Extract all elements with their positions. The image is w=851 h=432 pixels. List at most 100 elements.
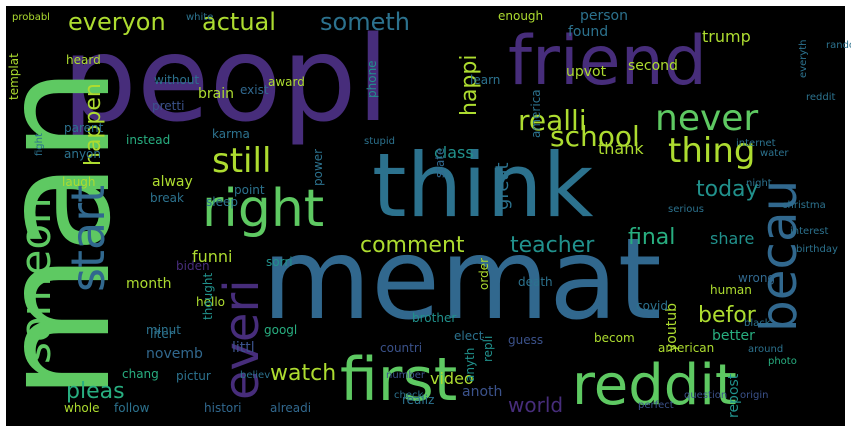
cloud-word: littl — [232, 340, 255, 356]
cloud-word: america — [529, 89, 543, 138]
cloud-word: hello — [196, 295, 225, 309]
cloud-word: award — [268, 75, 305, 89]
cloud-word: first — [340, 345, 457, 415]
cloud-word: memat — [262, 215, 662, 345]
cloud-word: covid — [636, 299, 668, 313]
cloud-word: teacher — [510, 233, 595, 258]
cloud-word: anoth — [462, 384, 502, 400]
cloud-word: today — [696, 177, 759, 202]
cloud-word: found — [568, 24, 608, 40]
cloud-word: repli — [481, 336, 495, 362]
cloud-word: alway — [152, 174, 193, 190]
cloud-word: class — [434, 143, 474, 162]
cloud-word: biden — [176, 259, 210, 273]
cloud-word: countri — [380, 341, 422, 355]
cloud-word: month — [126, 276, 171, 292]
cloud-word: becom — [594, 331, 635, 345]
cloud-word: googl — [264, 323, 297, 337]
cloud-word: sleep — [206, 195, 238, 209]
cloud-word: water — [760, 148, 789, 159]
cloud-word: youtub — [664, 303, 680, 352]
cloud-word: fight — [34, 133, 45, 156]
cloud-word: right — [202, 179, 324, 239]
cloud-word: around — [748, 344, 783, 355]
cloud-word: sorri — [266, 255, 293, 269]
cloud-word: everi — [214, 279, 270, 400]
cloud-word: world — [508, 393, 563, 417]
background — [6, 6, 845, 426]
cloud-word: someon — [11, 197, 60, 364]
cloud-word: still — [212, 141, 271, 181]
cloud-word: comment — [360, 233, 465, 258]
cloud-word: heard — [66, 53, 101, 67]
cloud-word: pretti — [152, 99, 184, 113]
cloud-word: anyth — [463, 348, 477, 382]
cloud-word: everyth — [798, 39, 809, 78]
cloud-word: question — [684, 390, 727, 401]
cloud-word: second — [628, 58, 678, 74]
cloud-word: exist — [240, 83, 269, 97]
cloud-word: guess — [508, 333, 543, 347]
cloud-word: everyon — [68, 8, 166, 36]
cloud-word: serious — [668, 204, 704, 215]
cloud-word: state — [433, 148, 447, 178]
cloud-word: person — [580, 8, 628, 24]
cloud-word: upvot — [566, 64, 607, 80]
cloud-word: realiz — [402, 393, 434, 407]
cloud-word: start — [61, 185, 115, 292]
cloud-word: man — [0, 67, 144, 400]
cloud-word: liter — [150, 327, 174, 341]
cloud-word: enough — [498, 9, 543, 23]
cloud-word: novemb — [146, 346, 203, 362]
cloud-word: pleas — [66, 379, 125, 404]
cloud-word: happen — [81, 83, 106, 166]
cloud-word: anyon — [64, 147, 101, 161]
cloud-word: instead — [126, 133, 170, 147]
cloud-word: probabl — [12, 12, 50, 23]
cloud-word: wrong — [738, 271, 775, 285]
cloud-word: break — [150, 191, 184, 205]
cloud-word: laugh — [62, 175, 96, 189]
cloud-word: minut — [146, 323, 181, 337]
cloud-word: christma — [782, 200, 826, 211]
cloud-word: order — [477, 258, 491, 290]
cloud-word: templat — [7, 53, 21, 100]
cloud-word: school — [550, 120, 640, 153]
cloud-word: share — [710, 229, 754, 248]
cloud-word: friend — [508, 22, 707, 101]
cloud-word: birthday — [796, 244, 838, 255]
cloud-word: internet — [736, 138, 776, 149]
cloud-word: stupid — [364, 136, 395, 147]
cloud-word: thank — [598, 139, 644, 158]
cloud-word: alreadi — [270, 401, 311, 415]
cloud-word: never — [655, 98, 758, 139]
cloud-word: someth — [320, 8, 410, 36]
cloud-word: photo — [768, 356, 797, 367]
cloud-word: pictur — [176, 369, 211, 383]
cloud-word: peopl — [62, 10, 389, 148]
cloud-word: human — [710, 283, 752, 297]
cloud-word: white — [186, 12, 213, 23]
cloud-word: becau — [750, 180, 808, 332]
cloud-word: follow — [114, 401, 150, 415]
cloud-word: night — [746, 178, 772, 189]
cloud-word: chang — [122, 367, 159, 381]
cloud-word: happi — [457, 55, 482, 116]
cloud-word: reddit — [572, 353, 737, 418]
cloud-word: elect — [454, 329, 484, 343]
cloud-word: without — [154, 73, 199, 87]
cloud-word: black — [744, 318, 771, 329]
cloud-word: video — [430, 369, 474, 388]
cloud-word: repost — [726, 373, 742, 418]
cloud-word: parent — [64, 121, 104, 135]
cloud-word: power — [311, 149, 325, 186]
cloud-word: brain — [198, 86, 234, 102]
cloud-word: whole — [64, 401, 99, 415]
cloud-word: final — [628, 225, 675, 250]
cloud-word: realli — [518, 104, 587, 137]
cloud-word: number — [386, 370, 426, 381]
cloud-word: trump — [702, 27, 751, 46]
